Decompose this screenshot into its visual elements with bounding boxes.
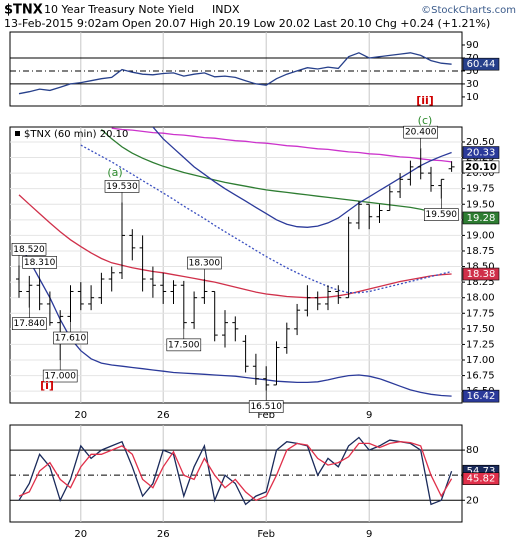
- x-tick-label: 20: [74, 410, 87, 421]
- annotation: 17.000: [44, 372, 76, 382]
- annotation-box: [423, 208, 459, 221]
- annotation-box: [104, 180, 140, 193]
- series-line: [80, 144, 452, 294]
- y-tick-label: 18.25: [466, 277, 495, 288]
- series-line: [18, 441, 453, 502]
- y-tick-label: 20.50: [466, 137, 495, 148]
- last-value-label-box: [462, 389, 500, 403]
- series-line: [100, 129, 452, 219]
- annotation-box: [22, 256, 57, 269]
- y-tick-label: 20: [466, 495, 479, 506]
- annotation: 17.500: [168, 340, 200, 350]
- annotation-box: [11, 243, 47, 256]
- quote: Open 20.07 High 20.19 Low 20.02 Last 20.…: [122, 17, 490, 30]
- x-tick-label: 26: [157, 410, 170, 421]
- series-line: [111, 127, 452, 163]
- plot-area: [10, 127, 462, 403]
- exchange: INDX: [212, 3, 240, 16]
- y-tick-label: 30: [466, 79, 479, 90]
- last-value-label: 60.44: [467, 59, 496, 70]
- annotation: 19.590: [426, 210, 458, 220]
- y-tick-label: 19.75: [466, 184, 495, 195]
- y-tick-label: 17.50: [466, 324, 495, 335]
- y-tick-label: 17.25: [466, 339, 495, 350]
- annotation: 18.310: [24, 258, 56, 268]
- y-tick-label: 18.75: [466, 246, 495, 257]
- last-close-label: 20.10: [465, 162, 497, 173]
- title: 10 Year Treasury Note Yield: [44, 3, 194, 16]
- annotation-box: [53, 331, 88, 345]
- last-value-label: 19.28: [467, 213, 496, 224]
- annotation: 18.300: [189, 259, 221, 269]
- series-line: [18, 436, 453, 506]
- annotation: 18.520: [13, 245, 45, 255]
- annotation: 17.840: [14, 319, 46, 329]
- y-tick-label: 19.50: [466, 199, 495, 210]
- series-line: [152, 127, 452, 228]
- annotation-box: [403, 125, 439, 139]
- annotation-box: [248, 400, 284, 413]
- annotation-box: [12, 317, 47, 330]
- last-value-label: 18.38: [467, 269, 496, 280]
- wave-label: (c): [418, 114, 433, 127]
- plot-area: [10, 425, 462, 522]
- y-tick-label: 20.00: [466, 168, 495, 179]
- annotation-box: [166, 338, 202, 352]
- annotation-box: [187, 256, 222, 270]
- plot-area: [10, 32, 462, 106]
- x-tick-label: Feb: [257, 529, 275, 540]
- y-tick-label: 90: [466, 40, 479, 51]
- x-tick-label: Feb: [257, 410, 275, 421]
- last-value-label: 45.82: [467, 474, 496, 485]
- wave-label: [i]: [40, 379, 54, 392]
- y-tick-label: 80: [466, 445, 479, 456]
- y-tick-label: 18.50: [466, 262, 495, 273]
- x-tick-label: 20: [74, 529, 87, 540]
- annotation-box: [42, 369, 78, 383]
- y-tick-label: 17.75: [466, 308, 495, 319]
- wave-label: (a): [107, 166, 122, 179]
- last-value-label-box: [462, 146, 500, 159]
- date: 13-Feb-2015 9:02am: [4, 17, 119, 30]
- series-line: [18, 52, 452, 95]
- last-value-label-box: [462, 211, 500, 225]
- source: ©StockCharts.com: [421, 5, 516, 16]
- y-tick-label: 16.75: [466, 371, 495, 382]
- y-tick-label: 50: [466, 66, 479, 77]
- series-line: [18, 194, 452, 299]
- x-tick-label: 9: [366, 529, 372, 540]
- last-close-label-box: [462, 160, 500, 174]
- x-tick-label: 9: [366, 410, 372, 421]
- annotation: 16.510: [250, 402, 282, 412]
- wave-label: [ii]: [416, 94, 434, 107]
- y-tick-label: 18.00: [466, 293, 495, 304]
- y-tick-label: 10: [466, 92, 479, 103]
- annotation: 20.400: [405, 128, 437, 138]
- series-line: [18, 244, 452, 397]
- panel: [9, 126, 463, 404]
- last-value-label-box: [462, 57, 500, 71]
- legend: $TNX (60 min) 20.10: [24, 129, 128, 140]
- symbol: $TNX: [4, 3, 43, 18]
- x-tick-label: 26: [157, 529, 170, 540]
- panel: [9, 31, 463, 107]
- legend-marker: [15, 131, 20, 136]
- last-value-label: 20.33: [467, 148, 496, 159]
- y-tick-label: 17.00: [466, 355, 495, 366]
- annotation: 19.530: [106, 182, 138, 192]
- last-value-label-box: [462, 472, 500, 485]
- last-value-label: 16.42: [467, 391, 496, 402]
- last-value-label: 54.73: [467, 466, 496, 477]
- y-tick-label: 19.00: [466, 230, 495, 241]
- annotation: 17.610: [55, 334, 87, 344]
- last-value-label-box: [462, 267, 500, 281]
